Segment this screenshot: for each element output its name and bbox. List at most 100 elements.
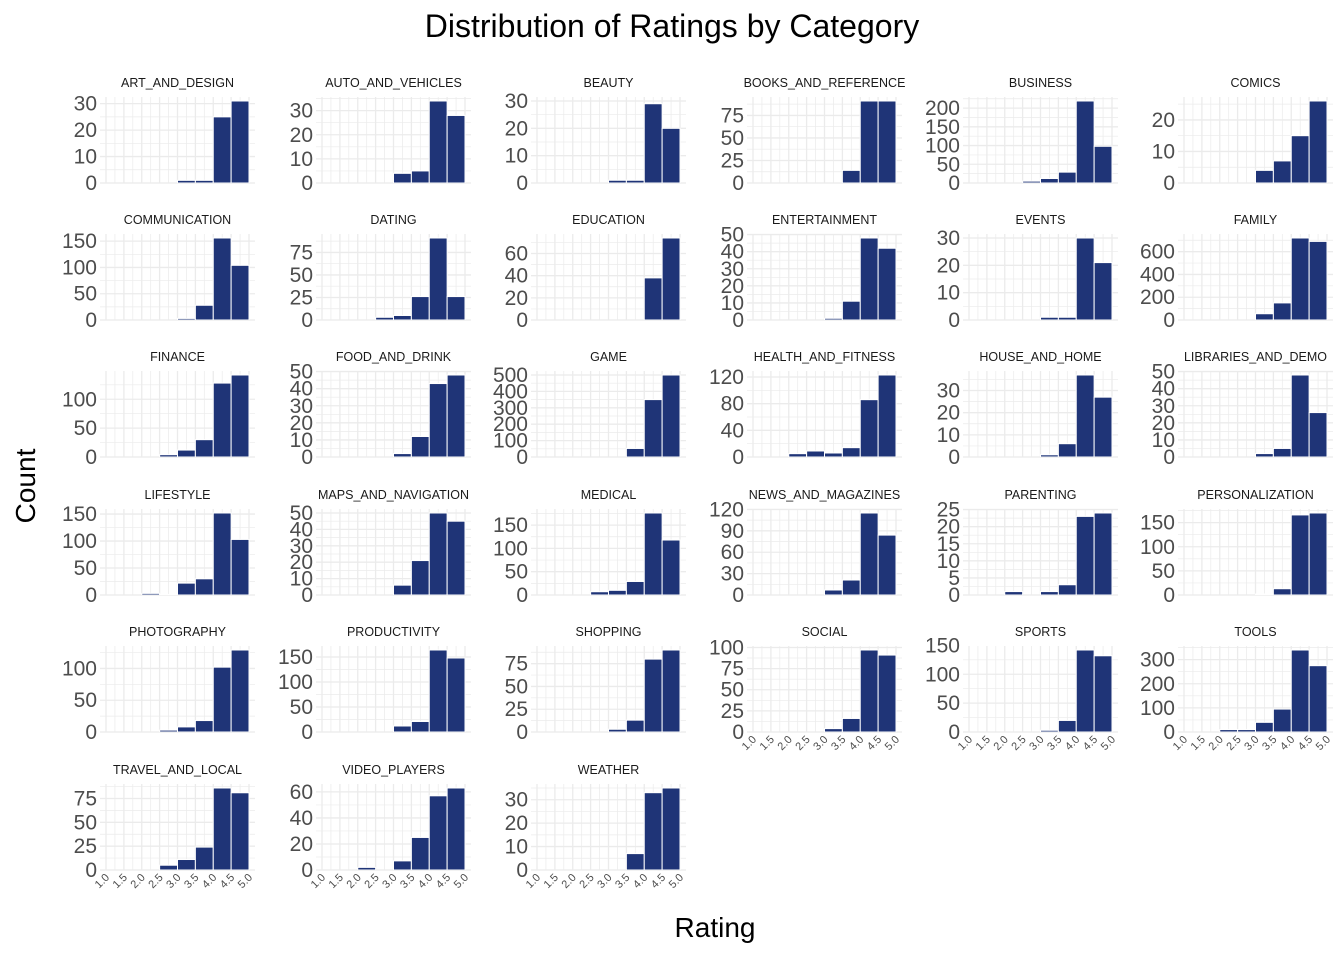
histogram-bar	[608, 179, 627, 183]
x-tick-label: 3.5	[829, 734, 848, 753]
y-tick-label: 0	[948, 446, 960, 469]
histogram-bar	[1075, 515, 1095, 595]
histogram-bar	[1075, 100, 1095, 183]
histogram-bar	[446, 657, 466, 732]
histogram-bar	[393, 314, 412, 320]
y-tick-label: 200	[1140, 673, 1175, 696]
y-tick-label: 20	[505, 812, 528, 835]
facet-title: FAMILY	[1234, 213, 1278, 227]
histogram-bar	[1290, 374, 1310, 457]
x-tick-label: 4.0	[631, 872, 650, 891]
histogram-bar	[230, 100, 250, 183]
facet-panel: 0 50 100 150 COMMUNICATION	[62, 213, 255, 332]
facet-panel: 0 40 80 120 HEALTH_AND_FITNESS	[709, 350, 902, 469]
histogram-bar	[159, 729, 178, 732]
histogram-bar	[375, 316, 394, 320]
facet-title: COMICS	[1231, 76, 1281, 90]
facet-title: EVENTS	[1015, 213, 1065, 227]
x-tick-label: 2.0	[345, 872, 364, 891]
x-tick-label: 5.0	[883, 734, 902, 753]
facet-title: GAME	[590, 350, 627, 364]
histogram-bar	[1308, 665, 1328, 732]
histogram-bar	[841, 300, 861, 320]
facet-title: TRAVEL_AND_LOCAL	[113, 763, 242, 777]
x-tick-label: 1.5	[1189, 734, 1208, 753]
y-tick-label: 75	[721, 104, 744, 127]
facet-title: PRODUCTIVITY	[347, 625, 441, 639]
x-tick-label: 4.0	[1278, 734, 1297, 753]
histogram-bar	[1255, 313, 1274, 320]
x-tick-label: 1.5	[758, 734, 777, 753]
histogram-bar	[1040, 454, 1059, 457]
histogram-bar	[1255, 721, 1274, 732]
histogram-bar	[859, 237, 879, 320]
y-tick-label: 20	[505, 287, 528, 310]
histogram-bar	[1057, 171, 1077, 183]
y-tick-label: 50	[74, 811, 97, 834]
y-tick-label: 10	[721, 292, 744, 315]
y-tick-label: 20	[721, 275, 744, 298]
x-tick-label: 3.5	[398, 872, 417, 891]
histogram-bar	[428, 237, 448, 320]
histogram-bar	[1093, 396, 1113, 457]
y-tick-label: 30	[937, 380, 960, 403]
y-tick-label: 0	[516, 859, 528, 882]
y-tick-label: 25	[721, 149, 744, 172]
y-tick-label: 0	[948, 721, 960, 744]
histogram-bar	[428, 100, 448, 183]
y-tick-label: 50	[290, 264, 313, 287]
y-tick-label: 0	[732, 446, 744, 469]
y-tick-label: 30	[1152, 395, 1175, 418]
histogram-bar	[159, 864, 178, 870]
histogram-bar	[212, 382, 232, 457]
y-tick-label: 150	[1140, 512, 1175, 535]
histogram-bar	[393, 172, 412, 183]
y-tick-label: 0	[1163, 172, 1175, 195]
x-tick-label: 2.5	[1009, 734, 1028, 753]
facet-title: BOOKS_AND_REFERENCE	[744, 76, 906, 90]
facet-title: SPORTS	[1015, 625, 1066, 639]
histogram-bar	[1093, 262, 1113, 320]
y-tick-label: 100	[709, 636, 744, 659]
histogram-bar	[1040, 591, 1059, 595]
y-tick-label: 40	[721, 419, 744, 442]
y-tick-label: 20	[937, 516, 960, 539]
x-tick-label: 3.5	[182, 872, 201, 891]
y-tick-label: 10	[74, 146, 97, 169]
histogram-bar	[1290, 514, 1310, 595]
x-tick-label: 5.0	[452, 872, 471, 891]
histogram-bar	[212, 237, 232, 320]
x-tick-label: 2.0	[1207, 734, 1226, 753]
histogram-bar	[877, 534, 897, 595]
y-tick-label: 0	[516, 446, 528, 469]
histogram-bar	[1040, 316, 1059, 320]
y-tick-label: 40	[1152, 378, 1175, 401]
y-tick-label: 50	[1152, 560, 1175, 583]
y-tick-label: 0	[85, 859, 97, 882]
x-tick-label: 2.5	[577, 872, 596, 891]
x-tick-label: 1.5	[974, 734, 993, 753]
facet-title: PHOTOGRAPHY	[129, 625, 227, 639]
histogram-bar	[230, 264, 250, 320]
y-tick-label: 80	[721, 393, 744, 416]
y-tick-label: 100	[62, 530, 97, 553]
x-tick-label: 4.5	[649, 872, 668, 891]
x-tick-label: 4.5	[1081, 734, 1100, 753]
y-tick-label: 400	[1140, 263, 1175, 286]
y-tick-label: 50	[721, 224, 744, 247]
y-tick-label: 0	[948, 584, 960, 607]
histogram-bar	[625, 853, 645, 870]
facet-title: PERSONALIZATION	[1197, 488, 1313, 502]
y-tick-label: 25	[290, 286, 313, 309]
y-tick-label: 30	[505, 90, 528, 113]
y-tick-label: 0	[732, 309, 744, 332]
facet-title: FINANCE	[150, 350, 205, 364]
y-tick-label: 0	[732, 172, 744, 195]
y-tick-label: 0	[948, 172, 960, 195]
y-tick-label: 20	[1152, 109, 1175, 132]
y-tick-label: 10	[505, 836, 528, 859]
